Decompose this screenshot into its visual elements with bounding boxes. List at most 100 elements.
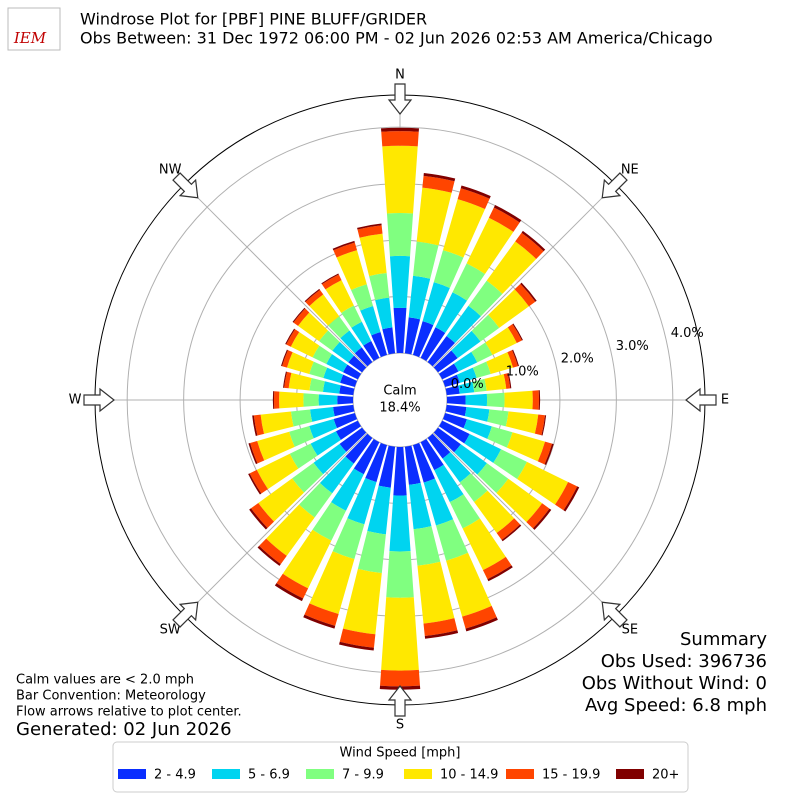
bar-segment xyxy=(515,232,544,259)
bar-segment xyxy=(305,289,324,307)
bar-segment xyxy=(309,294,340,326)
compass-label: E xyxy=(721,393,729,408)
bar-segment xyxy=(337,395,354,405)
spoke xyxy=(183,432,368,617)
legend-swatch xyxy=(212,769,240,779)
bar-segment xyxy=(332,341,355,363)
flow-arrow xyxy=(387,83,413,115)
bar-segment xyxy=(258,478,305,522)
bar-segment xyxy=(471,342,493,363)
generated: Generated: 02 Jun 2026 xyxy=(16,719,232,740)
bar-segment xyxy=(526,503,550,529)
bar-segment xyxy=(367,485,391,535)
bar-segment xyxy=(351,284,374,311)
legend-swatch xyxy=(616,769,644,779)
bar-segment xyxy=(487,409,509,427)
bar-segment xyxy=(465,393,488,407)
summary-line: Obs Without Wind: 0 xyxy=(582,673,767,694)
bar-segment xyxy=(323,367,344,383)
bar-segment xyxy=(446,305,481,344)
r-tick-label: 3.0% xyxy=(616,339,649,354)
bar-segment xyxy=(339,385,355,396)
bar-segment xyxy=(463,419,492,439)
compass-label: NE xyxy=(621,163,639,178)
bar-segment xyxy=(257,545,281,566)
bar-segment xyxy=(496,478,543,523)
bar-segment xyxy=(292,307,306,323)
bar-segment xyxy=(493,205,522,223)
bar-segment xyxy=(462,605,497,629)
bar-segment xyxy=(363,341,380,362)
bar-segment xyxy=(321,274,342,290)
bar-segment xyxy=(504,390,533,410)
logo-text: IEM xyxy=(13,29,47,47)
bar-segment xyxy=(446,395,466,405)
bar-segment xyxy=(318,394,338,406)
bar-segment xyxy=(521,230,546,252)
summary-line: Summary xyxy=(680,629,767,650)
bar-segment xyxy=(460,185,491,199)
bar-segment xyxy=(488,207,520,232)
bar-segment xyxy=(309,361,328,379)
spoke xyxy=(432,432,617,617)
bar-segment xyxy=(438,420,470,444)
compass-label: W xyxy=(69,393,82,408)
legend-swatch xyxy=(506,769,534,779)
bar-segment xyxy=(326,354,348,373)
bar-segment xyxy=(507,372,512,389)
bar-segment xyxy=(333,242,358,258)
bar-segment xyxy=(486,241,537,294)
bar-segment xyxy=(380,669,420,687)
bar-segment xyxy=(464,433,502,463)
bar-segment xyxy=(416,187,452,246)
bar-segment xyxy=(486,392,505,408)
bar-segment xyxy=(304,288,320,303)
r-tick-label: 2.0% xyxy=(561,352,594,367)
flow-arrow xyxy=(601,172,628,199)
chart-title: Windrose Plot for [PBF] PINE BLUFF/GRIDE… xyxy=(80,10,427,29)
bar-segment xyxy=(482,556,512,580)
note: Bar Convention: Meteorology xyxy=(16,689,206,704)
bar-segment xyxy=(299,482,333,518)
bar-segment xyxy=(517,461,569,505)
bar-segment xyxy=(503,373,511,389)
bar-segment xyxy=(273,391,280,409)
bar-segment xyxy=(339,628,376,648)
summary-line: Obs Used: 396736 xyxy=(601,651,767,672)
compass-label: SW xyxy=(160,622,181,637)
bar-segment xyxy=(333,404,355,417)
bar-segment xyxy=(507,324,522,344)
r-tick-label: 1.0% xyxy=(506,364,539,379)
bar-segment xyxy=(274,583,304,602)
bar-segment xyxy=(496,518,521,540)
flow-arrow xyxy=(685,387,717,413)
bar-segment xyxy=(381,131,419,147)
bar-segment xyxy=(464,406,490,422)
bar-segment xyxy=(456,367,477,383)
bar-segment xyxy=(313,443,347,475)
bar-segment xyxy=(462,518,506,571)
bar-segment xyxy=(257,431,295,461)
bar-segment xyxy=(250,440,265,464)
spoke xyxy=(432,183,617,368)
bar-segment xyxy=(442,199,486,258)
bar-segment xyxy=(442,452,471,483)
bar-segment xyxy=(468,280,503,317)
bar-segment xyxy=(365,442,388,483)
bar-segment xyxy=(433,350,458,373)
bar-segment xyxy=(309,551,355,614)
calm-label: Calm xyxy=(383,384,416,399)
bar-segment xyxy=(404,445,421,485)
bar-segment xyxy=(272,391,275,409)
bar-segment xyxy=(422,175,455,193)
bar-segment xyxy=(369,272,390,301)
bar-segment xyxy=(389,495,411,552)
bar-segment xyxy=(544,443,554,466)
legend-box xyxy=(112,741,689,793)
legend-label: 2 - 4.9 xyxy=(154,768,196,783)
bar-segment xyxy=(332,240,355,251)
legend-label: 10 - 14.9 xyxy=(440,768,498,783)
legend-label: 7 - 9.9 xyxy=(342,768,384,783)
bar-segment xyxy=(563,486,580,512)
bar-segment xyxy=(538,390,541,410)
